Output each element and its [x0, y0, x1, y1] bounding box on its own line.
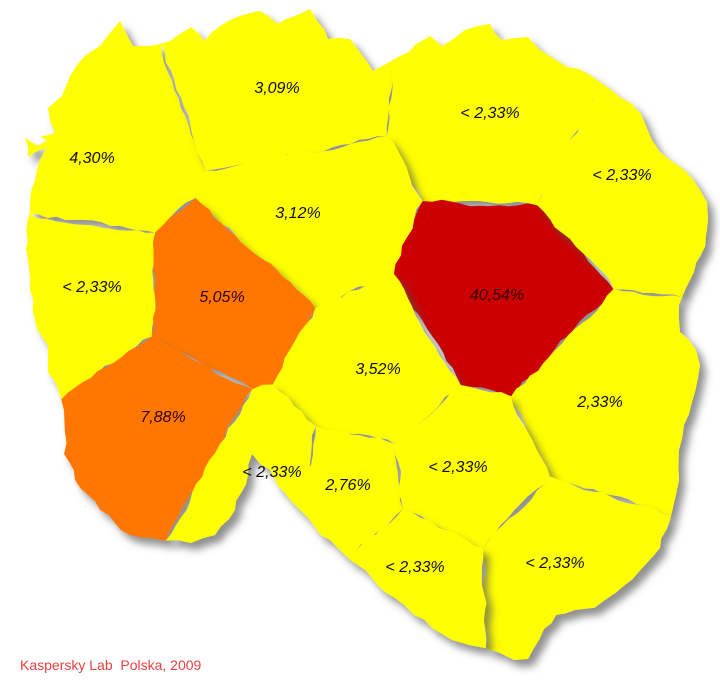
- svg-text:< 2,33%: < 2,33%: [385, 559, 444, 576]
- svg-text:5,05%: 5,05%: [199, 289, 244, 306]
- svg-text:4,30%: 4,30%: [69, 150, 114, 167]
- svg-text:2,33%: 2,33%: [576, 394, 622, 411]
- svg-text:3,52%: 3,52%: [355, 361, 400, 378]
- svg-text:< 2,33%: < 2,33%: [428, 459, 487, 476]
- svg-text:7,88%: 7,88%: [140, 409, 185, 426]
- svg-text:40,54%: 40,54%: [470, 287, 524, 304]
- svg-text:< 2,33%: < 2,33%: [525, 555, 584, 572]
- svg-text:< 2,33%: < 2,33%: [592, 167, 651, 184]
- svg-text:3,12%: 3,12%: [275, 205, 320, 222]
- svg-text:< 2,33%: < 2,33%: [242, 464, 301, 481]
- svg-text:< 2,33%: < 2,33%: [62, 279, 121, 296]
- svg-text:< 2,33%: < 2,33%: [460, 105, 519, 122]
- svg-text:3,09%: 3,09%: [254, 80, 299, 97]
- svg-text:2,76%: 2,76%: [324, 477, 370, 494]
